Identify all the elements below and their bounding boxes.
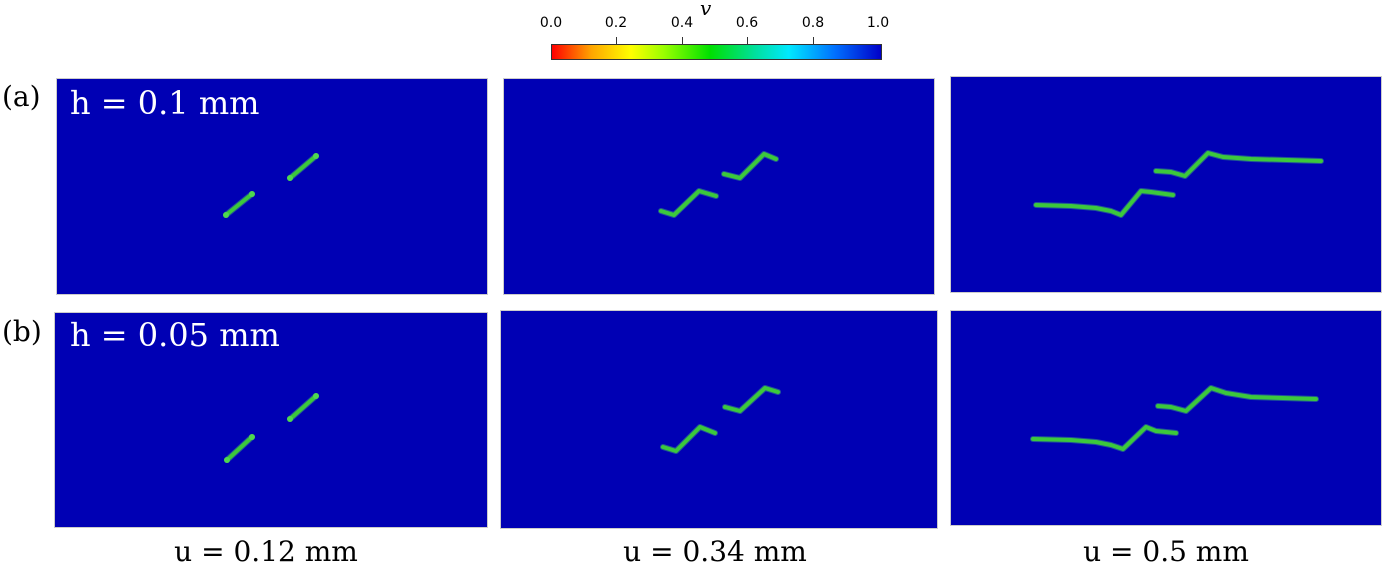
panel-a-u012: [56, 78, 488, 295]
panel-a-u034: [503, 78, 935, 295]
colorbar-tick-label: 0.2: [604, 15, 628, 31]
panel-b-u012: [54, 312, 488, 528]
colorbar-tick-label: 1.0: [866, 15, 890, 31]
u-label-col1: u = 0.12 mm: [174, 535, 358, 568]
crack-pattern: [660, 385, 781, 454]
colorbar-tick-mark: [616, 37, 617, 45]
row-label-b: (b): [2, 315, 42, 348]
h-label-b: h = 0.05 mm: [70, 316, 280, 354]
colorbar-tick-label: 0.4: [670, 15, 694, 31]
colorbar-tick-label: 0.8: [801, 15, 825, 31]
u-label-col2: u = 0.34 mm: [623, 535, 807, 568]
panel-b-u05: [950, 310, 1382, 526]
row-label-a: (a): [2, 80, 41, 113]
colorbar-tick-mark: [747, 37, 748, 45]
u-label-col3: u = 0.5 mm: [1083, 535, 1249, 568]
h-label-a: h = 0.1 mm: [70, 84, 260, 122]
colorbar-tick-mark: [682, 37, 683, 45]
colorbar-title: v: [700, 0, 712, 20]
panel-b-u034: [500, 310, 938, 529]
crack-pattern: [223, 153, 319, 218]
crack-pattern: [658, 151, 779, 218]
colorbar-tick-label: 0.6: [735, 15, 759, 31]
panel-a-u05: [950, 76, 1382, 293]
colorbar-tick-mark: [813, 37, 814, 45]
crack-pattern: [1033, 150, 1324, 218]
colorbar: [551, 44, 882, 60]
colorbar-tick-label: 0.0: [539, 15, 563, 31]
crack-pattern: [1030, 385, 1319, 452]
crack-pattern: [224, 393, 319, 463]
